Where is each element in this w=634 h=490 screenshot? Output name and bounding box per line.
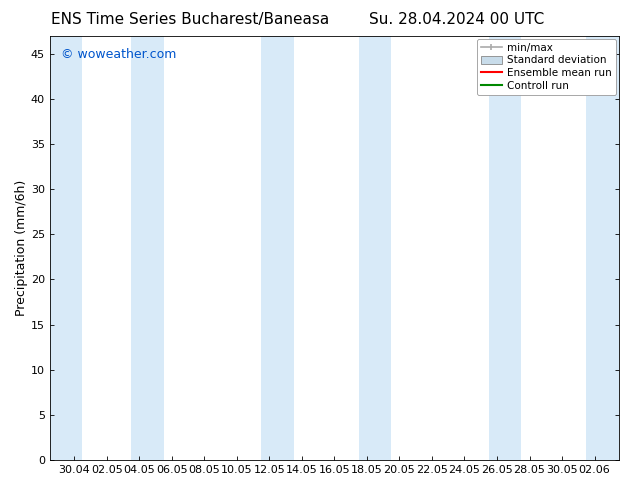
Bar [359,36,391,460]
Text: ENS Time Series Bucharest/Baneasa: ENS Time Series Bucharest/Baneasa [51,12,329,27]
Bar [586,36,619,460]
Bar [489,36,521,460]
Y-axis label: Precipitation (mm/6h): Precipitation (mm/6h) [15,180,28,316]
Legend: min/max, Standard deviation, Ensemble mean run, Controll run: min/max, Standard deviation, Ensemble me… [477,39,616,95]
Bar [49,36,82,460]
Text: Su. 28.04.2024 00 UTC: Su. 28.04.2024 00 UTC [369,12,544,27]
Text: © woweather.com: © woweather.com [61,49,176,61]
Bar [261,36,294,460]
Bar [131,36,164,460]
